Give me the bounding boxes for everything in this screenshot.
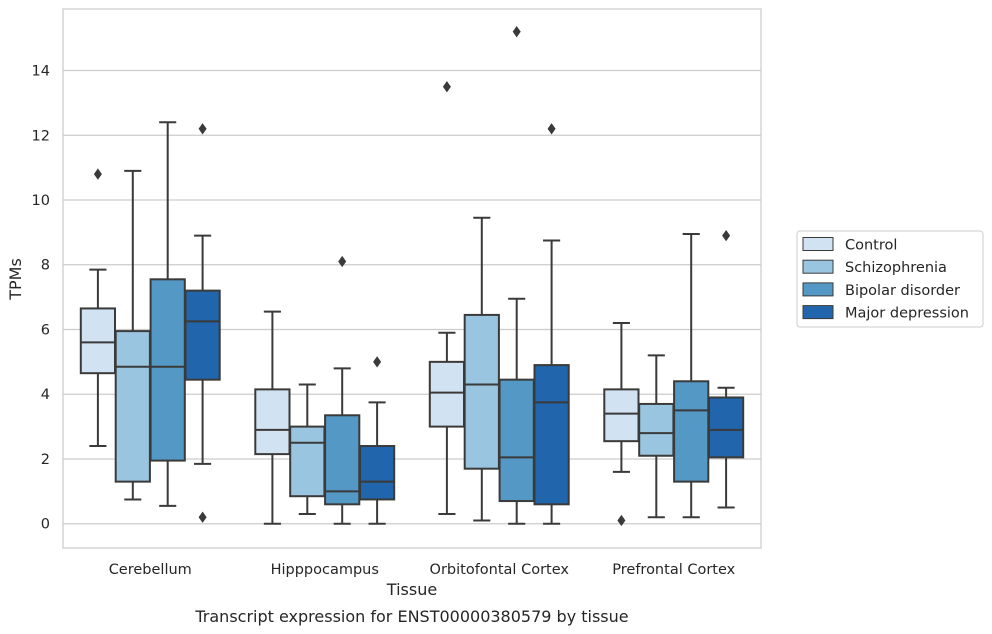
box-body [707, 396, 745, 459]
outlier-marker [442, 81, 451, 93]
box-body [289, 425, 326, 498]
y-tick-label: 10 [32, 193, 50, 209]
x-tick-label: Prefrontal Cortex [612, 562, 735, 578]
box-plot [707, 229, 745, 509]
legend-swatch [802, 305, 834, 320]
box-body [149, 278, 186, 462]
outlier-marker [373, 356, 382, 368]
x-tick-label: Cerebellum [109, 562, 192, 578]
legend-item: Control [802, 237, 897, 254]
box-body [358, 445, 396, 501]
chart-caption: Transcript expression for ENST0000038057… [194, 607, 628, 626]
box-body [79, 307, 117, 375]
box-plot [289, 383, 326, 516]
outlier-marker [338, 255, 347, 268]
y-tick-label: 8 [41, 258, 50, 274]
series-group [79, 81, 640, 527]
x-axis-ticks: Cerebellum Hipppocampus Orbitofontal Corte… [109, 562, 736, 578]
box-plot [254, 310, 291, 525]
outlier-marker [722, 229, 731, 242]
box-body [428, 360, 466, 428]
legend-item: Schizophrenia [802, 259, 947, 276]
legend-label: Control [845, 238, 897, 254]
x-tick-label: Hipppocampus [271, 562, 379, 578]
box-series [79, 25, 745, 527]
series-group [114, 169, 675, 522]
y-tick-label: 14 [32, 64, 50, 80]
box-plot [428, 81, 466, 516]
legend-swatch [802, 259, 834, 274]
box-body [254, 388, 291, 456]
legend-item: Major depression [802, 305, 969, 322]
box-plot [324, 255, 361, 525]
box-body [114, 330, 151, 483]
legend: Control Schizophrenia Bipolar disorder Majo… [796, 230, 984, 328]
y-tick-label: 4 [41, 387, 50, 403]
y-tick-label: 6 [41, 322, 50, 338]
legend-swatch [802, 237, 834, 251]
outlier-marker [617, 514, 626, 527]
plot-area-frame [62, 8, 762, 549]
legend-swatch [802, 282, 834, 297]
legend-item: Bipolar disorder [802, 282, 960, 299]
box-body [638, 402, 675, 457]
legend-label: Schizophrenia [845, 260, 947, 276]
legend-label: Major depression [845, 306, 969, 322]
box-plot [638, 354, 675, 519]
y-tick-label: 0 [41, 517, 50, 533]
box-body [184, 289, 221, 381]
x-axis-title: Tissue [386, 580, 437, 599]
y-axis-title: TPMs [6, 258, 25, 301]
box-plot [79, 168, 117, 448]
y-axis-ticks: 0 2 4 6 8 10 12 14 [32, 64, 50, 533]
box-plot [463, 216, 500, 522]
y-tick-label: 2 [41, 452, 50, 468]
box-plot [358, 356, 396, 525]
box-body [533, 364, 570, 506]
legend-frame [796, 230, 984, 328]
y-tick-label: 12 [32, 128, 50, 144]
box-plot [533, 123, 570, 525]
box-plot [114, 169, 151, 501]
outlier-marker [93, 168, 102, 180]
outlier-marker [512, 25, 521, 38]
box-plot [673, 232, 710, 519]
x-tick-label: Orbitofontal Cortex [430, 562, 570, 578]
box-plot [603, 322, 640, 527]
legend-label: Bipolar disorder [845, 283, 960, 299]
outlier-marker [198, 511, 207, 523]
box-plot [498, 25, 535, 525]
box-body [498, 378, 535, 503]
outlier-marker [547, 123, 556, 135]
series-group [149, 25, 710, 525]
outlier-marker [198, 123, 207, 135]
box-body [603, 388, 640, 443]
box-plot [184, 123, 221, 523]
box-body [673, 380, 710, 483]
box-body [463, 313, 500, 470]
box-plot [149, 121, 186, 507]
box-body [324, 414, 361, 506]
series-group [184, 123, 745, 525]
